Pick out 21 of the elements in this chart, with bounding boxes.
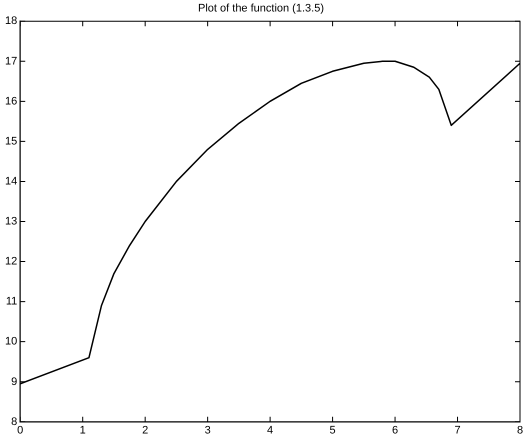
x-tick-label: 3	[204, 424, 211, 436]
y-tick-label: 15	[4, 135, 18, 148]
y-tick-label: 9	[11, 376, 18, 388]
y-tick-label: 11	[6, 296, 18, 308]
chart-title: Plot of the function (1.3.5)	[198, 2, 324, 15]
x-tick-label: 2	[142, 424, 148, 436]
x-tick-label: 1	[80, 424, 86, 436]
y-tick-label: 16	[4, 95, 18, 108]
y-tick-label: 10	[4, 336, 18, 348]
x-tick-label: 4	[267, 424, 274, 436]
y-tick-label: 14	[4, 175, 18, 188]
y-tick-label: 8	[11, 416, 18, 428]
y-tick-label: 18	[4, 15, 18, 28]
x-tick-label: 5	[330, 424, 336, 436]
x-tick-label: 8	[516, 424, 524, 436]
y-tick-label: 17	[4, 55, 18, 68]
x-tick-label: 7	[454, 424, 461, 436]
x-tick-label: 0	[17, 424, 24, 436]
y-tick-label: 13	[4, 216, 18, 228]
x-tick-label: 6	[392, 424, 398, 436]
y-tick-label: 12	[4, 256, 18, 268]
